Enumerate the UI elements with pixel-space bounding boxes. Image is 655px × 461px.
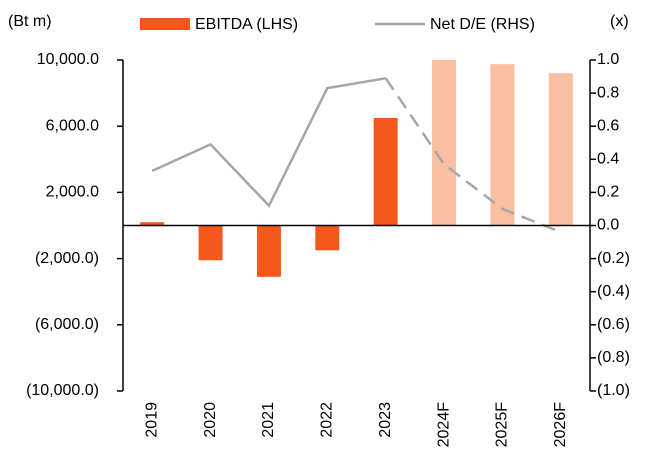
y-tick-label: (6,000.0) bbox=[35, 316, 99, 333]
y2-tick-label: 1.0 bbox=[597, 51, 619, 68]
bar bbox=[315, 225, 340, 251]
y2-tick-label: 0.0 bbox=[597, 217, 619, 234]
y-tick-label: (10,000.0) bbox=[26, 382, 99, 399]
x-tick-label: 2021 bbox=[260, 402, 277, 438]
x-tick-label: 2020 bbox=[202, 402, 219, 438]
x-tick-label: 2024F bbox=[435, 402, 452, 448]
y2-tick-label: 0.4 bbox=[597, 151, 619, 168]
y2-tick-label: (0.6) bbox=[597, 316, 630, 333]
y-tick-label: 2,000.0 bbox=[46, 184, 99, 201]
y2-tick-label: 0.8 bbox=[597, 84, 619, 101]
bar bbox=[490, 64, 515, 226]
y2-tick-label: (0.2) bbox=[597, 250, 630, 267]
y2-tick-label: 0.6 bbox=[597, 117, 619, 134]
x-tick-label: 2025F bbox=[494, 402, 511, 448]
bar bbox=[432, 60, 457, 226]
y-tick-label: 6,000.0 bbox=[46, 117, 99, 134]
y2-unit: (x) bbox=[610, 13, 629, 30]
line-forecast bbox=[384, 77, 562, 234]
bar bbox=[198, 225, 223, 261]
y-tick-label: 10,000.0 bbox=[37, 51, 99, 68]
y2-tick-label: 0.2 bbox=[597, 184, 619, 201]
bar bbox=[140, 222, 165, 226]
bar bbox=[373, 117, 398, 226]
bar bbox=[548, 73, 573, 226]
y2-tick-label: (0.8) bbox=[597, 349, 630, 366]
y2-tick-label: (1.0) bbox=[597, 382, 630, 399]
x-tick-label: 2023 bbox=[377, 402, 394, 438]
x-tick-label: 2026F bbox=[552, 402, 569, 448]
y2-tick-label: (0.4) bbox=[597, 283, 630, 300]
legend-label: EBITDA (LHS) bbox=[195, 16, 298, 33]
bar bbox=[256, 225, 281, 277]
legend-swatch bbox=[140, 18, 190, 30]
y-tick-label: (2,000.0) bbox=[35, 250, 99, 267]
legend-label: Net D/E (RHS) bbox=[430, 16, 535, 33]
x-tick-label: 2022 bbox=[319, 402, 336, 438]
x-tick-label: 2019 bbox=[143, 402, 160, 438]
y-unit: (Bt m) bbox=[8, 13, 52, 30]
line bbox=[151, 76, 386, 208]
